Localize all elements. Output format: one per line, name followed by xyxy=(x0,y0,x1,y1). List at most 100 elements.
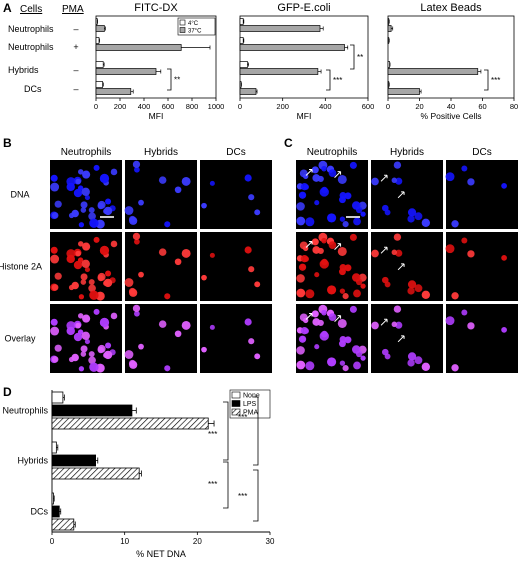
cell-nucleus xyxy=(421,218,431,227)
cell-nucleus xyxy=(110,168,118,176)
cell-nucleus xyxy=(371,249,379,258)
pma-header: PMA xyxy=(62,4,84,15)
arrow-icon xyxy=(305,169,313,176)
arrow-icon xyxy=(397,263,405,271)
arrow-icon xyxy=(334,171,341,178)
cell-nucleus xyxy=(97,202,105,210)
cell-nucleus xyxy=(80,273,88,281)
arrow-icon xyxy=(401,335,405,339)
chart-fitc-dx: FITC-DX 0 200 400 600 800 1000 MFI 4°C 37°C ** xyxy=(94,2,224,121)
cell-nucleus xyxy=(407,287,415,295)
cell-nucleus xyxy=(54,272,62,280)
arrow-icon xyxy=(401,191,405,195)
cell-nucleus xyxy=(209,252,215,258)
x-axis-label: % Positive Cells xyxy=(421,111,482,121)
bar xyxy=(51,454,96,467)
cell-nucleus xyxy=(73,260,83,270)
cell-nucleus xyxy=(467,178,475,186)
cell-nucleus xyxy=(174,258,182,266)
cell-nucleus xyxy=(68,356,75,363)
cell-nucleus xyxy=(54,200,62,208)
micrograph-tile xyxy=(446,304,518,373)
cell-nucleus xyxy=(124,350,134,359)
row-label-pma: – xyxy=(73,24,78,34)
cell-nucleus xyxy=(303,184,309,190)
bar xyxy=(51,518,75,531)
panel-label-c: C xyxy=(284,136,293,150)
cell-nucleus xyxy=(360,211,366,217)
cell-nucleus xyxy=(201,346,207,353)
cell-nucleus xyxy=(158,320,167,328)
row-label: DNA xyxy=(10,190,29,200)
cell-nucleus xyxy=(158,176,167,184)
cell-nucleus xyxy=(50,182,60,192)
bar xyxy=(51,441,57,454)
cell-nucleus xyxy=(82,242,91,251)
cell-nucleus xyxy=(339,288,346,294)
x-tick-label: 0 xyxy=(50,537,55,546)
cell-nucleus xyxy=(81,259,90,268)
cell-nucleus xyxy=(314,200,320,206)
row-label: Overlay xyxy=(4,334,36,344)
row-label-pma: – xyxy=(73,84,78,94)
bar xyxy=(95,25,105,32)
cell-nucleus xyxy=(66,182,75,192)
cell-nucleus xyxy=(371,177,379,186)
cell-nucleus xyxy=(138,343,144,350)
cell-nucleus xyxy=(501,183,507,189)
cell-nucleus xyxy=(129,288,138,297)
cell-nucleus xyxy=(321,309,327,316)
arrow-icon xyxy=(380,174,388,182)
cell-nucleus xyxy=(51,284,59,291)
plot-frame xyxy=(387,15,515,99)
x-tick-label: 0 xyxy=(94,102,98,111)
arrow-icon xyxy=(397,191,405,199)
cell-nucleus xyxy=(78,313,84,319)
cell-nucleus xyxy=(134,310,140,317)
cell-nucleus xyxy=(50,246,58,254)
cell-nucleus xyxy=(339,192,347,199)
cell-nucleus xyxy=(421,362,431,371)
x-axis-label: MFI xyxy=(149,111,164,121)
cell-nucleus xyxy=(339,360,346,366)
legend-label: None xyxy=(243,393,260,400)
cell-nucleus xyxy=(342,365,349,372)
arrow-icon xyxy=(334,315,341,322)
bar xyxy=(239,61,248,68)
cell-nucleus xyxy=(296,274,305,283)
bar xyxy=(387,37,390,44)
cell-nucleus xyxy=(50,318,58,326)
legend-label: 4°C xyxy=(188,21,199,27)
cell-nucleus xyxy=(414,284,423,293)
cell-nucleus xyxy=(82,314,91,323)
chart-title: GFP-E.coli xyxy=(277,2,330,14)
cell-nucleus xyxy=(84,267,90,273)
cell-nucleus xyxy=(451,220,459,228)
significance-bracket xyxy=(253,469,259,522)
cell-nucleus xyxy=(321,186,328,194)
cell-nucleus xyxy=(134,166,140,173)
cell-nucleus xyxy=(73,332,83,342)
micrograph-tile xyxy=(200,160,272,229)
cell-nucleus xyxy=(129,216,138,225)
arrow-icon xyxy=(401,263,405,267)
row-label-cell: Hybrids xyxy=(8,65,39,75)
row-label: Histone 2A xyxy=(0,262,42,272)
micrograph-tile xyxy=(446,232,518,301)
cell-nucleus xyxy=(321,258,328,266)
chart-title: Latex Beads xyxy=(420,2,482,14)
cell-nucleus xyxy=(328,169,337,178)
panel-label-a: A xyxy=(3,1,12,15)
arrow-icon xyxy=(334,243,341,250)
cell-nucleus xyxy=(337,174,347,184)
x-tick-label: 800 xyxy=(186,102,199,111)
cell-nucleus xyxy=(88,351,95,358)
cell-nucleus xyxy=(105,342,112,349)
x-tick-label: 200 xyxy=(276,102,289,111)
cell-nucleus xyxy=(88,284,96,293)
panel-a-row-labels: Neutrophils – Neutrophils + Hybrids – DC… xyxy=(8,24,79,94)
cell-nucleus xyxy=(129,360,138,369)
cell-nucleus xyxy=(105,198,112,205)
bar xyxy=(239,88,257,95)
row-label-pma: – xyxy=(73,65,78,75)
